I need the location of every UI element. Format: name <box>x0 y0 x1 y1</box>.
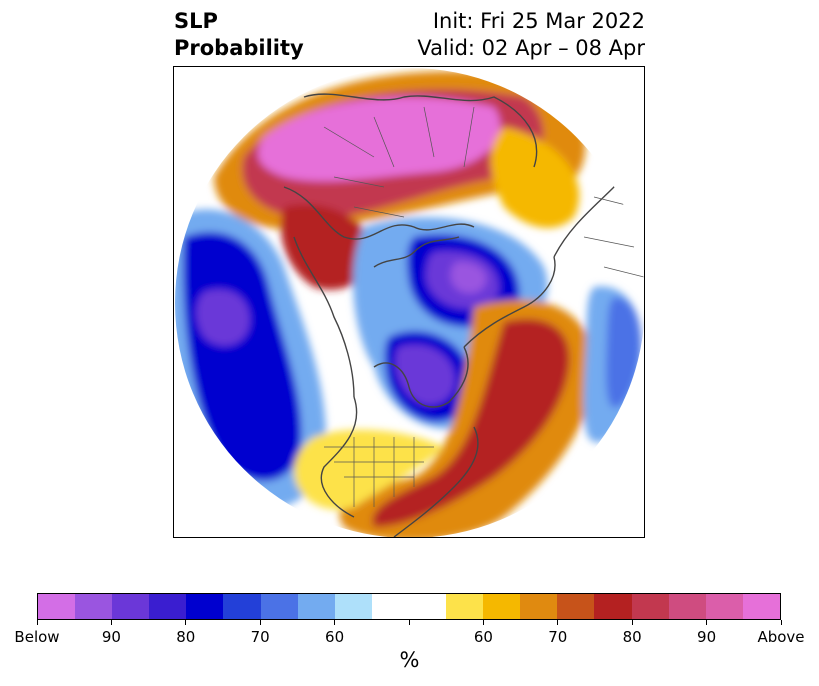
colorbar-segment <box>408 594 447 619</box>
colorbar-tick-label: 90 <box>697 628 717 646</box>
colorbar-segment <box>557 594 595 619</box>
colorbar-tick-label: 90 <box>101 628 121 646</box>
colorbar-segment <box>38 594 76 619</box>
colorbar-unit: % <box>399 648 420 672</box>
colorbar-segment <box>75 594 113 619</box>
colorbar-tick <box>334 620 336 625</box>
title-variable: SLP <box>174 9 218 33</box>
init-date: Init: Fri 25 Mar 2022 <box>432 9 645 33</box>
colorbar-tick-label: 70 <box>548 628 568 646</box>
warm-fringe-east <box>490 127 580 228</box>
colorbar-tick-label: Below <box>14 628 60 646</box>
colorbar-tick <box>631 620 633 625</box>
colorbar-segment <box>260 594 298 619</box>
colorbar-segment <box>297 594 335 619</box>
colorbar-segment <box>631 594 669 619</box>
colorbar-tick <box>185 620 187 625</box>
colorbar-segment <box>149 594 187 619</box>
colorbar-tick <box>482 620 484 625</box>
colorbar-segment <box>520 594 558 619</box>
colorbar-tick-label: Above <box>757 628 805 646</box>
map-panel <box>173 66 645 538</box>
valid-range: Valid: 02 Apr – 08 Apr <box>417 36 645 60</box>
warm-anomaly-atlantic-red <box>372 319 570 527</box>
colorbar-tick <box>557 620 559 625</box>
warm-anomaly-europe <box>280 204 375 290</box>
colorbar-segment <box>334 594 372 619</box>
colorbar <box>37 593 781 620</box>
colorbar-tick-label: 60 <box>473 628 493 646</box>
colorbar-segment <box>371 594 409 619</box>
title-left: SLP Probability <box>174 8 304 62</box>
warm-anomaly-north-pink <box>258 97 501 182</box>
colorbar-tick <box>36 620 38 625</box>
colorbar-segment <box>594 594 632 619</box>
colorbar-ticks: Below 90 80 70 60 60 70 80 90 Above <box>14 620 805 646</box>
political-boundaries <box>323 106 644 507</box>
title-type: Probability <box>174 36 304 60</box>
colorbar-tick-label: 80 <box>622 628 642 646</box>
colorbar-tick-label: 60 <box>325 628 345 646</box>
colorbar-tick <box>259 620 261 625</box>
warm-fringe-south <box>294 429 444 510</box>
colorbar-segment <box>112 594 150 619</box>
colorbar-segment <box>742 594 780 619</box>
cold-anomaly-east-atlantic-deep <box>606 297 641 408</box>
colorbar-tick-label: 70 <box>250 628 270 646</box>
colorbar-segment <box>705 594 743 619</box>
cold-anomaly-pacific-core <box>196 289 250 346</box>
colorbar-segment <box>446 594 484 619</box>
colorbar-tick <box>780 620 782 625</box>
colorbar-tick <box>408 620 410 625</box>
title-right: Init: Fri 25 Mar 2022 Valid: 02 Apr – 08… <box>417 8 645 62</box>
colorbar-segment <box>186 594 224 619</box>
colorbar-tick-label: 80 <box>176 628 196 646</box>
colorbar-tick <box>110 620 112 625</box>
probability-map <box>175 68 644 537</box>
colorbar-segment <box>668 594 706 619</box>
colorbar-segment <box>223 594 261 619</box>
colorbar-segment <box>483 594 521 619</box>
cold-anomaly-arctic-max <box>450 261 487 294</box>
colorbar-tick <box>706 620 708 625</box>
